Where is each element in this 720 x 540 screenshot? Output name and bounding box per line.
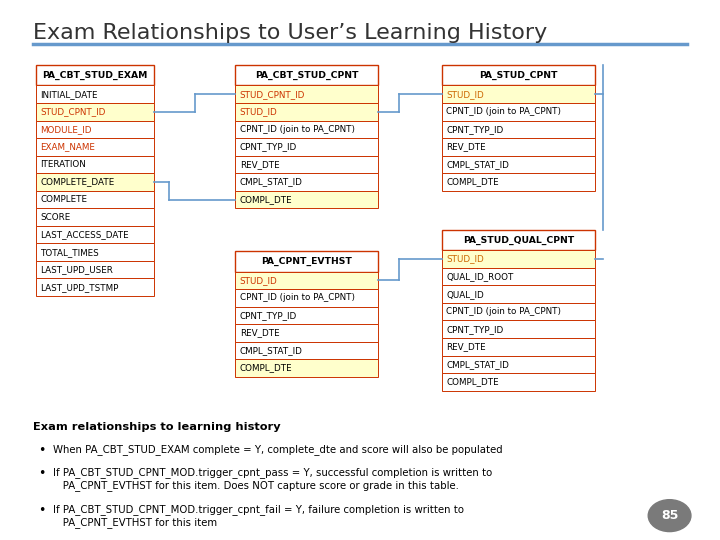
- Text: REV_DTE: REV_DTE: [446, 143, 486, 151]
- FancyBboxPatch shape: [36, 244, 153, 261]
- FancyBboxPatch shape: [235, 103, 378, 120]
- Text: COMPL_DTE: COMPL_DTE: [240, 363, 292, 373]
- Text: •: •: [38, 504, 45, 517]
- Text: PA_STUD_CPNT: PA_STUD_CPNT: [479, 71, 557, 80]
- Text: COMPL_DTE: COMPL_DTE: [240, 195, 292, 204]
- Text: CMPL_STAT_ID: CMPL_STAT_ID: [240, 178, 302, 186]
- Text: REV_DTE: REV_DTE: [240, 160, 279, 169]
- Text: PA_STUD_QUAL_CPNT: PA_STUD_QUAL_CPNT: [463, 235, 574, 245]
- FancyBboxPatch shape: [36, 138, 153, 156]
- FancyBboxPatch shape: [235, 252, 378, 272]
- Text: COMPL_DTE: COMPL_DTE: [446, 178, 499, 186]
- Text: CPNT_ID (join to PA_CPNT): CPNT_ID (join to PA_CPNT): [240, 125, 355, 134]
- Text: LAST_UPD_USER: LAST_UPD_USER: [40, 265, 113, 274]
- FancyBboxPatch shape: [442, 85, 595, 103]
- Text: •: •: [38, 467, 45, 480]
- Text: •: •: [38, 444, 45, 457]
- Text: LAST_UPD_TSTMP: LAST_UPD_TSTMP: [40, 283, 119, 292]
- FancyBboxPatch shape: [235, 272, 378, 289]
- FancyBboxPatch shape: [36, 103, 153, 120]
- FancyBboxPatch shape: [235, 138, 378, 156]
- Text: ITERATION: ITERATION: [40, 160, 86, 169]
- FancyBboxPatch shape: [442, 268, 595, 286]
- Text: Exam relationships to learning history: Exam relationships to learning history: [32, 422, 280, 431]
- FancyBboxPatch shape: [235, 359, 378, 377]
- FancyBboxPatch shape: [36, 120, 153, 138]
- FancyBboxPatch shape: [235, 289, 378, 307]
- FancyBboxPatch shape: [235, 156, 378, 173]
- Text: MODULE_ID: MODULE_ID: [40, 125, 92, 134]
- Text: CPNT_TYP_ID: CPNT_TYP_ID: [446, 325, 503, 334]
- FancyBboxPatch shape: [442, 303, 595, 320]
- Circle shape: [648, 500, 691, 531]
- Text: CPNT_TYP_ID: CPNT_TYP_ID: [240, 311, 297, 320]
- FancyBboxPatch shape: [235, 120, 378, 138]
- Text: COMPLETE: COMPLETE: [40, 195, 87, 204]
- FancyBboxPatch shape: [442, 338, 595, 355]
- Text: Exam Relationships to User’s Learning History: Exam Relationships to User’s Learning Hi…: [32, 23, 547, 43]
- FancyBboxPatch shape: [442, 251, 595, 268]
- Text: CPNT_ID (join to PA_CPNT): CPNT_ID (join to PA_CPNT): [446, 307, 561, 316]
- FancyBboxPatch shape: [36, 65, 153, 85]
- FancyBboxPatch shape: [36, 191, 153, 208]
- FancyBboxPatch shape: [36, 208, 153, 226]
- Text: PA_CBT_STUD_EXAM: PA_CBT_STUD_EXAM: [42, 71, 148, 80]
- Text: REV_DTE: REV_DTE: [240, 328, 279, 338]
- Text: EXAM_NAME: EXAM_NAME: [40, 143, 95, 151]
- FancyBboxPatch shape: [235, 173, 378, 191]
- Text: If PA_CBT_STUD_CPNT_MOD.trigger_cpnt_fail = Y, failure completion is written to
: If PA_CBT_STUD_CPNT_MOD.trigger_cpnt_fai…: [53, 504, 464, 528]
- FancyBboxPatch shape: [235, 307, 378, 324]
- Text: CPNT_TYP_ID: CPNT_TYP_ID: [446, 125, 503, 134]
- Text: 85: 85: [661, 509, 678, 522]
- FancyBboxPatch shape: [442, 230, 595, 251]
- FancyBboxPatch shape: [36, 85, 153, 103]
- Text: If PA_CBT_STUD_CPNT_MOD.trigger_cpnt_pass = Y, successful completion is written : If PA_CBT_STUD_CPNT_MOD.trigger_cpnt_pas…: [53, 467, 492, 491]
- FancyBboxPatch shape: [235, 342, 378, 359]
- Text: STUD_ID: STUD_ID: [446, 254, 484, 264]
- Text: CPNT_TYP_ID: CPNT_TYP_ID: [240, 143, 297, 151]
- Text: CPNT_ID (join to PA_CPNT): CPNT_ID (join to PA_CPNT): [446, 107, 561, 116]
- Text: TOTAL_TIMES: TOTAL_TIMES: [40, 248, 99, 256]
- FancyBboxPatch shape: [442, 65, 595, 85]
- FancyBboxPatch shape: [442, 138, 595, 156]
- Text: SCORE: SCORE: [40, 213, 71, 221]
- FancyBboxPatch shape: [36, 226, 153, 244]
- FancyBboxPatch shape: [442, 320, 595, 338]
- Text: STUD_ID: STUD_ID: [446, 90, 484, 99]
- FancyBboxPatch shape: [235, 65, 378, 85]
- Text: CMPL_STAT_ID: CMPL_STAT_ID: [446, 360, 509, 369]
- Text: REV_DTE: REV_DTE: [446, 342, 486, 352]
- Text: QUAL_ID: QUAL_ID: [446, 289, 484, 299]
- Text: PA_CBT_STUD_CPNT: PA_CBT_STUD_CPNT: [255, 71, 359, 80]
- Text: COMPL_DTE: COMPL_DTE: [446, 377, 499, 387]
- Text: CMPL_STAT_ID: CMPL_STAT_ID: [446, 160, 509, 169]
- FancyBboxPatch shape: [442, 103, 595, 120]
- Text: LAST_ACCESS_DATE: LAST_ACCESS_DATE: [40, 230, 129, 239]
- FancyBboxPatch shape: [36, 279, 153, 296]
- FancyBboxPatch shape: [36, 156, 153, 173]
- FancyBboxPatch shape: [442, 173, 595, 191]
- Text: COMPLETE_DATE: COMPLETE_DATE: [40, 178, 114, 186]
- Text: PA_CPNT_EVTHST: PA_CPNT_EVTHST: [261, 257, 352, 266]
- FancyBboxPatch shape: [235, 324, 378, 342]
- Text: CMPL_STAT_ID: CMPL_STAT_ID: [240, 346, 302, 355]
- Text: When PA_CBT_STUD_EXAM complete = Y, complete_dte and score will also be populate: When PA_CBT_STUD_EXAM complete = Y, comp…: [53, 444, 502, 455]
- FancyBboxPatch shape: [442, 156, 595, 173]
- FancyBboxPatch shape: [36, 173, 153, 191]
- FancyBboxPatch shape: [442, 373, 595, 390]
- Text: CPNT_ID (join to PA_CPNT): CPNT_ID (join to PA_CPNT): [240, 293, 355, 302]
- Text: STUD_ID: STUD_ID: [240, 107, 277, 116]
- Text: STUD_CPNT_ID: STUD_CPNT_ID: [40, 107, 106, 116]
- Text: QUAL_ID_ROOT: QUAL_ID_ROOT: [446, 272, 513, 281]
- FancyBboxPatch shape: [442, 286, 595, 303]
- FancyBboxPatch shape: [442, 120, 595, 138]
- Text: STUD_ID: STUD_ID: [240, 276, 277, 285]
- FancyBboxPatch shape: [235, 85, 378, 103]
- Text: INITIAL_DATE: INITIAL_DATE: [40, 90, 98, 99]
- FancyBboxPatch shape: [442, 355, 595, 373]
- FancyBboxPatch shape: [36, 261, 153, 279]
- Text: STUD_CPNT_ID: STUD_CPNT_ID: [240, 90, 305, 99]
- FancyBboxPatch shape: [235, 191, 378, 208]
